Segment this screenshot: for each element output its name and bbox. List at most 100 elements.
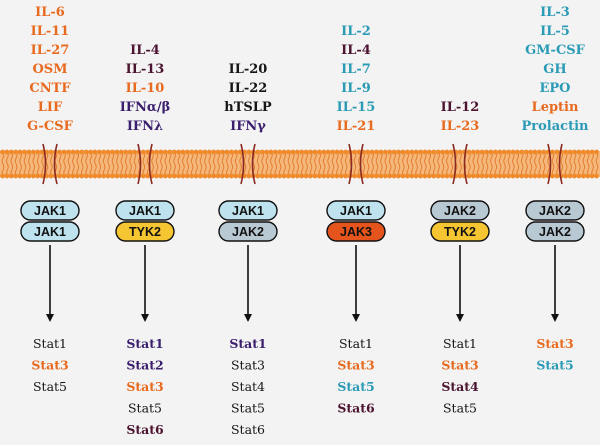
cytokine-label: GM-CSF [525,43,586,58]
cytokine-label: IFNα/β [120,100,171,115]
cytokine-label: IL-22 [229,81,268,96]
jak-kinase: JAK1 [115,200,175,221]
receptor-chain [452,143,457,185]
stat-label: Stat1 [339,336,373,351]
jak-pill [20,221,80,242]
stat-label: Stat1 [443,336,477,351]
cytokine-label: CNTF [29,81,71,96]
stat-label: Stat5 [443,401,477,416]
stat-label: Stat3 [31,358,68,373]
cytokine-label: IFNγ [230,119,266,134]
jak-label: JAK1 [129,204,161,218]
jak-kinase: JAK1 [326,200,386,221]
cytokine-label: IL-2 [341,24,371,39]
jak-kinase: JAK2 [430,200,490,221]
stat-label: Stat5 [536,358,573,373]
cytokine-label: IL-4 [341,43,371,58]
cell-membrane [0,149,600,179]
stat-label: Stat1 [33,336,67,351]
jak-label: JAK2 [539,204,571,218]
receptor-chain [148,143,153,185]
jak-label: JAK1 [34,225,66,239]
cytokine-label: LIF [38,100,63,115]
jak-kinase: JAK2 [218,221,278,242]
jak-label: JAK1 [232,204,264,218]
stat-label: Stat5 [128,401,162,416]
jak-pill [115,200,175,221]
jak-label: JAK1 [340,204,372,218]
jak-kinase: JAK1 [218,200,278,221]
cytokine-label: hTSLP [224,100,272,115]
jak-pill [525,221,585,242]
cytokine-label: EPO [539,81,570,96]
jak-kinase: JAK1 [20,221,80,242]
receptor-chain [547,143,552,185]
cytokine-label: IL-11 [31,24,70,39]
jak-pill [218,221,278,242]
cytokine-label: IL-27 [31,43,70,58]
receptor-chain [240,143,245,185]
jak-label: JAK2 [444,204,476,218]
jak-label: JAK2 [539,225,571,239]
cytokine-label: IL-21 [337,119,376,134]
pathway-column: IL-6 IL-11 IL-27 OSM CNTF LIF G-CSF JAK1 JAK1 Sta… [20,5,80,394]
receptor [137,143,153,185]
jak-pill [218,200,278,221]
receptor-chain [251,143,256,185]
jak-label: JAK1 [34,204,66,218]
jak-kinase: JAK3 [326,221,386,242]
cytokine-label: IL-10 [126,81,165,96]
stat-label: Stat3 [337,358,374,373]
jak-kinase: TYK2 [430,221,490,242]
stat-label: Stat5 [231,401,265,416]
jak-pill [326,221,386,242]
jak-label: TYK2 [129,225,161,239]
stat-label: Stat2 [126,358,163,373]
pathway-column: IL-20 IL-22 hTSLP IFNγ JAK1 JAK2 Stat1 Stat3 Sta… [218,62,278,437]
cytokine-label: G-CSF [27,119,73,134]
jak-label: JAK2 [232,225,264,239]
lipid-tails [1,151,599,177]
cytokine-label: IL-6 [35,5,65,20]
stat-label: Stat6 [126,422,164,437]
receptor-chain [42,143,47,185]
cytokine-label: IFNλ [127,119,163,134]
stat-label: Stat3 [441,358,478,373]
stat-label: Stat1 [126,336,163,351]
receptor [547,143,563,185]
stat-label: Stat4 [441,379,479,394]
stat-label: Stat3 [231,358,265,373]
cytokine-label: IL-15 [337,100,376,115]
receptor [42,143,58,185]
jak-pill [115,221,175,242]
receptor-chain [53,143,58,185]
jak-pill [326,200,386,221]
cytokine-label: IL-23 [441,119,480,134]
stat-label: Stat1 [229,336,266,351]
stat-label: Stat4 [231,379,265,394]
jak-label: TYK2 [444,225,476,239]
stat-label: Stat5 [337,379,374,394]
receptor-chain [359,143,364,185]
jak-kinase: JAK2 [525,221,585,242]
cytokine-label: IL-13 [126,62,165,77]
cytokine-label: IL-9 [341,81,371,96]
receptor [452,143,468,185]
jak-kinase: TYK2 [115,221,175,242]
cytokine-label: Prolactin [522,119,590,134]
cytokine-label: OSM [32,62,67,77]
receptor-chain [348,143,353,185]
jak-pill [20,200,80,221]
stat-label: Stat3 [126,379,163,394]
jak-pill [430,221,490,242]
receptor-chain [137,143,142,185]
receptor-chain [463,143,468,185]
cytokine-label: IL-20 [229,62,268,77]
jak-kinase: JAK1 [20,200,80,221]
jak-pill [525,200,585,221]
cytokine-label: Leptin [532,100,579,115]
stat-label: Stat6 [337,401,375,416]
receptor-chain [558,143,563,185]
jak-label: JAK3 [340,225,372,239]
jak-kinase: JAK2 [525,200,585,221]
